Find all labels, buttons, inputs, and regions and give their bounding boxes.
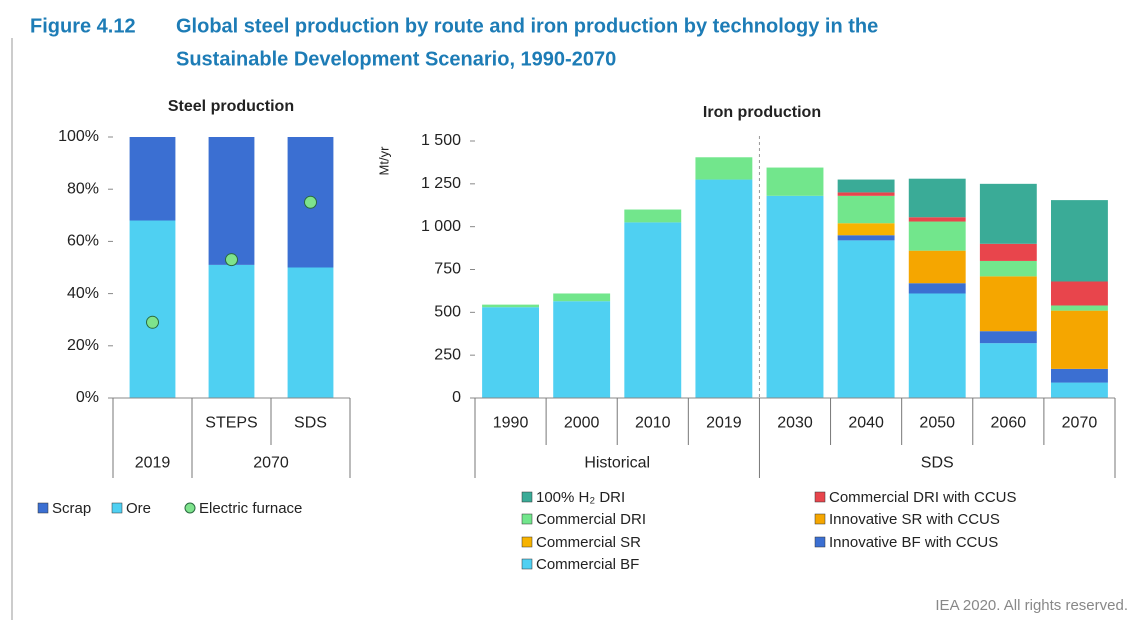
figure-label: Figure 4.12 [30,15,136,37]
legend-label: Ore [126,500,151,517]
legend-label: Innovative SR with CCUS [829,511,1000,528]
figure-title: Global steel production by route and iro… [176,15,878,37]
bar-segment [908,293,966,398]
bar-segment [624,222,682,398]
bar-segment [766,195,824,398]
legend-swatch [814,491,826,503]
bar-segment [553,301,611,398]
legend-label: Commercial DRI with CCUS [829,489,1017,506]
y-tick-label: 1 500 [421,132,461,149]
bar-segment [837,179,895,193]
chart-title: Steel production [168,98,294,115]
x-tick-label: 2060 [991,415,1027,432]
bar-segment [979,183,1037,244]
legend-label: Commercial BF [536,556,639,573]
group-label: 2019 [135,455,171,472]
bar-segment [979,243,1037,261]
bar-segment [908,178,966,218]
chart-title: Iron production [703,104,821,121]
group-label: SDS [921,455,954,472]
legend-swatch [521,558,533,570]
point [304,195,317,209]
bar-segment [766,167,824,196]
figure-title: Sustainable Development Scenario, 1990-2… [176,48,616,70]
point [146,315,159,329]
bar-segment [979,260,1037,277]
legend-label: 100% H₂ DRI [536,489,625,506]
y-axis-label: Mt/yr [376,146,391,176]
x-tick-label: 2050 [919,415,955,432]
legend-label: Commercial SR [536,534,641,551]
y-tick-label: 750 [434,261,461,278]
group-label: 2070 [253,455,289,472]
bar-segment [837,223,895,236]
x-tick-label: 2010 [635,415,671,432]
credit: IEA 2020. All rights reserved. [935,597,1128,614]
legend-swatch [814,536,826,548]
bar-segment [1051,368,1108,383]
legend-swatch [521,491,533,503]
group-label: Historical [584,455,650,472]
bar-segment [837,235,895,241]
bar-segment [908,283,966,294]
y-tick-label: 80% [67,180,99,197]
y-tick-label: 0% [76,389,99,406]
y-tick-label: 20% [67,337,99,354]
x-tick-label: 1990 [493,415,529,432]
bar-segment [837,195,895,224]
y-tick-label: 1 250 [421,175,461,192]
bar-segment [624,209,682,223]
legend-label: Scrap [52,500,91,517]
bar-segment [1051,305,1108,311]
bar-segment [482,304,539,308]
legend-swatch [521,513,533,525]
bar-segment [908,221,966,251]
x-tick-label: 2000 [564,415,600,432]
bar-segment [208,264,255,398]
bar-segment [1051,281,1108,306]
bar-segment [979,276,1037,332]
y-tick-label: 250 [434,346,461,363]
y-tick-label: 1 000 [421,218,461,235]
legend-swatch [184,502,196,514]
bar-segment [553,293,611,302]
bar-segment [482,307,539,398]
point [225,253,238,267]
legend-swatch [37,502,49,514]
bar-segment [837,192,895,196]
x-tick-label: 2040 [848,415,884,432]
legend-swatch [521,536,533,548]
bar-segment [208,137,255,265]
x-tick-label: STEPS [205,415,257,432]
y-tick-label: 0 [452,389,461,406]
bar-segment [1051,200,1108,282]
y-tick-label: 40% [67,285,99,302]
legend-swatch [814,513,826,525]
bar-segment [695,157,753,180]
y-tick-label: 100% [58,128,99,145]
bar-segment [979,331,1037,344]
legend-swatch [111,502,123,514]
y-tick-label: 500 [434,304,461,321]
bar-segment [287,267,334,398]
bar-segment [129,137,176,221]
legend-label: Electric furnace [199,500,302,517]
bar-segment [1051,310,1108,369]
legend-label: Commercial DRI [536,511,646,528]
bar-segment [837,240,895,398]
bar-segment [129,220,176,398]
legend-label: Innovative BF with CCUS [829,534,998,551]
x-tick-label: 2019 [706,415,742,432]
bar-segment [695,179,753,398]
x-tick-label: 2070 [1062,415,1098,432]
x-tick-label: 2030 [777,415,813,432]
x-tick-label: SDS [294,415,327,432]
bar-segment [979,343,1037,398]
y-tick-label: 60% [67,233,99,250]
bar-segment [908,217,966,222]
bar-segment [908,250,966,284]
bar-segment [1051,382,1108,398]
